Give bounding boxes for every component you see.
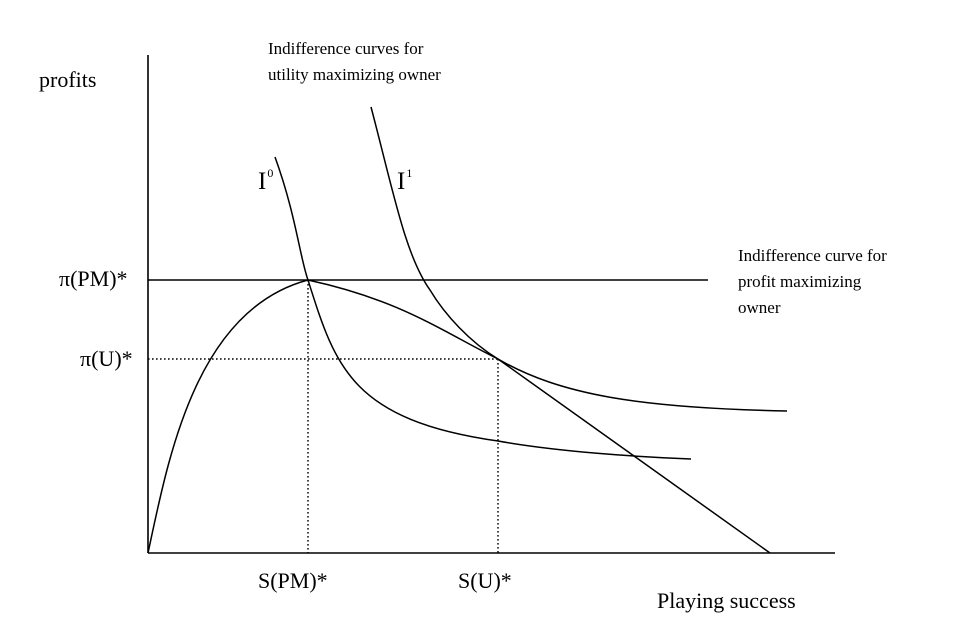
annotation-utility-owner-line-2: utility maximizing owner bbox=[268, 65, 441, 84]
x-tick-profit-max: S(PM)* bbox=[258, 568, 328, 593]
curve-label-i0-superscript: 0 bbox=[267, 166, 274, 180]
annotation-profit-owner-line-1: Indifference curve for bbox=[738, 246, 887, 265]
curve-label-i1-base: I bbox=[397, 168, 406, 195]
y-tick-utility-max: π(U)* bbox=[80, 346, 133, 371]
profit-function-curve bbox=[147, 279, 771, 554]
annotation-profit-owner: Indifference curve for profit maximizing… bbox=[738, 243, 887, 321]
curve-label-i0-base: I bbox=[258, 168, 267, 195]
y-tick-profit-max: π(PM)* bbox=[59, 266, 128, 291]
annotation-utility-owner: Indifference curves for utility maximizi… bbox=[268, 36, 441, 88]
curve-label-i1: I1 bbox=[397, 166, 413, 195]
x-axis-label: Playing success bbox=[657, 588, 796, 613]
curve-label-i0: I0 bbox=[258, 166, 274, 195]
indifference-curve-i0 bbox=[274, 156, 692, 460]
y-axis-label: profits bbox=[39, 67, 97, 92]
annotation-profit-owner-line-2: profit maximizing bbox=[738, 272, 862, 291]
annotation-profit-owner-line-3: owner bbox=[738, 298, 781, 317]
annotation-utility-owner-line-1: Indifference curves for bbox=[268, 39, 424, 58]
curve-label-i1-superscript: 1 bbox=[406, 166, 413, 180]
indifference-curve-i1 bbox=[370, 106, 788, 412]
x-tick-utility-max: S(U)* bbox=[458, 568, 512, 593]
